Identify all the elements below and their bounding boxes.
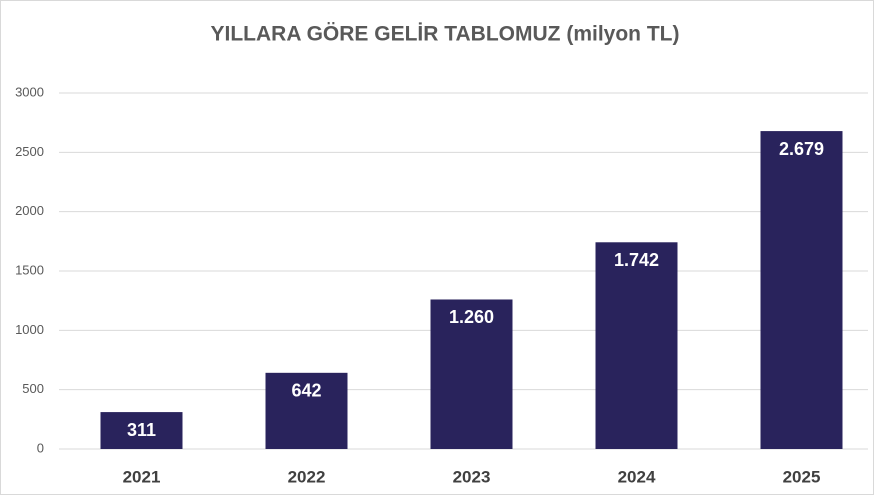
bar <box>100 412 183 449</box>
x-tick-label: 2021 <box>123 467 161 486</box>
value-label: 1.260 <box>449 307 494 327</box>
y-tick-label: 500 <box>22 381 44 396</box>
bar <box>595 242 678 449</box>
value-label: 311 <box>127 420 156 440</box>
y-tick-label: 1500 <box>15 262 44 277</box>
value-label: 1.742 <box>614 250 659 270</box>
x-tick-label: 2025 <box>783 467 821 486</box>
y-tick-label: 3000 <box>15 84 44 99</box>
x-tick-label: 2023 <box>453 467 491 486</box>
chart-title: YILLARA GÖRE GELİR TABLOMUZ (milyon TL) <box>211 23 680 46</box>
y-tick-label: 0 <box>37 440 44 455</box>
value-label: 2.679 <box>779 139 824 159</box>
value-label: 642 <box>291 381 321 401</box>
y-tick-label: 2500 <box>15 144 44 159</box>
bar <box>430 299 513 449</box>
y-tick-label: 2000 <box>15 203 44 218</box>
x-tick-label: 2022 <box>288 467 326 486</box>
bar <box>265 372 348 449</box>
y-tick-label: 1000 <box>15 322 44 337</box>
x-tick-label: 2024 <box>618 467 656 486</box>
bar <box>760 131 843 450</box>
